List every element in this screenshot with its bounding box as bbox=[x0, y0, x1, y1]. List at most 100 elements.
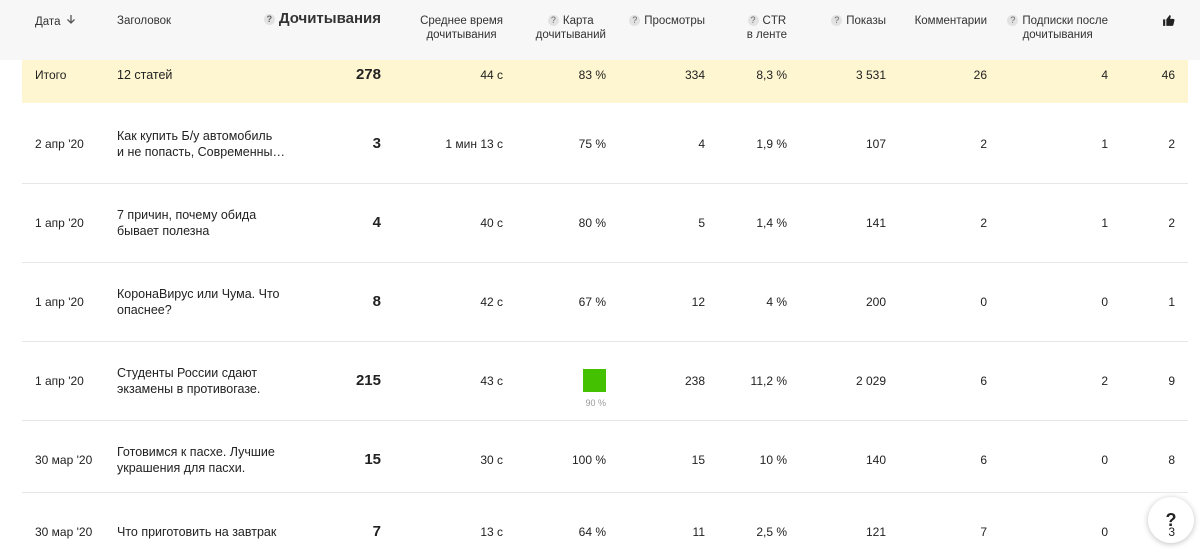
cell-text: 30 мар '20 bbox=[35, 525, 93, 539]
cell-text: 215 bbox=[355, 372, 381, 389]
map-value: 90 % bbox=[585, 395, 606, 411]
title-line: бывает полезна bbox=[117, 224, 210, 238]
column-header[interactable]: ? Дочитывания bbox=[263, 10, 381, 27]
help-icon: ? bbox=[629, 15, 641, 26]
header-text: Показы bbox=[846, 15, 886, 27]
header-text: Карта bbox=[562, 15, 594, 27]
value-cell: 1 bbox=[1101, 136, 1108, 152]
header-text: Заголовок bbox=[117, 15, 172, 27]
column-header[interactable]: Дата bbox=[35, 14, 76, 29]
cell-text: 3 bbox=[1168, 525, 1175, 539]
cell-text: 10 % bbox=[759, 453, 787, 467]
header-text: Комментарии bbox=[914, 15, 987, 27]
date-cell: 2 апр '20 bbox=[35, 136, 84, 152]
value-cell: 9 bbox=[1168, 373, 1175, 389]
cell-text: 238 bbox=[684, 374, 705, 388]
cell-text: 8,3 % bbox=[756, 68, 787, 82]
value-cell: 3 bbox=[373, 134, 381, 154]
header-line: ? Показы bbox=[831, 14, 886, 28]
value-cell: 4 bbox=[1101, 67, 1108, 83]
cell-text: 2 029 bbox=[855, 374, 886, 388]
help-icon: ? bbox=[831, 15, 843, 26]
value-cell: 3 bbox=[1168, 524, 1175, 540]
header-line: Комментарии bbox=[915, 14, 987, 28]
cell-text: 80 % bbox=[578, 216, 606, 230]
cell-text: 42 с bbox=[480, 295, 503, 309]
header-text: Подписки после bbox=[1022, 15, 1108, 27]
value-cell: 4 % bbox=[766, 294, 787, 310]
title-cell[interactable]: Как купить Б/у автомобиль и не попасть, С… bbox=[117, 128, 285, 160]
value-cell: 100 % bbox=[572, 452, 606, 468]
header-line: ? Подписки после bbox=[1007, 14, 1108, 28]
cell-text: 90 % bbox=[585, 398, 606, 408]
column-header[interactable]: ? CTR в ленте bbox=[747, 14, 787, 42]
cell-text: 140 bbox=[865, 453, 886, 467]
title-line: КоронаВирус или Чума. Что bbox=[117, 287, 280, 301]
date-cell: 1 апр '20 bbox=[35, 373, 84, 389]
header-line: в ленте bbox=[747, 28, 787, 42]
cell-text: 2 bbox=[1168, 216, 1175, 230]
value-cell: 1 bbox=[1101, 215, 1108, 231]
cell-text: 40 с bbox=[480, 216, 503, 230]
cell-text: 8 bbox=[1168, 453, 1175, 467]
cell-text: 2 bbox=[1101, 374, 1108, 388]
value-cell: 2 bbox=[1101, 373, 1108, 389]
title-cell[interactable]: 7 причин, почему обида бывает полезна bbox=[117, 207, 256, 239]
title-line: экзамены в противогазе. bbox=[117, 382, 261, 396]
value-cell: 4 bbox=[698, 136, 705, 152]
cell-text: 6 bbox=[980, 453, 987, 467]
cell-text: 1,4 % bbox=[756, 216, 787, 230]
like-icon bbox=[1163, 15, 1175, 26]
value-cell: 15 bbox=[364, 450, 381, 470]
row-separator bbox=[22, 492, 1188, 493]
value-cell: 0 bbox=[1101, 294, 1108, 310]
header-line: дочитываний bbox=[536, 28, 606, 42]
value-cell: 80 % bbox=[579, 215, 606, 231]
value-cell: 11 bbox=[693, 524, 705, 540]
value-cell: 6 bbox=[980, 373, 987, 389]
cell-text: 11 bbox=[692, 525, 705, 539]
value-cell: 140 bbox=[866, 452, 886, 468]
title-line: Что приготовить на завтрак bbox=[117, 525, 277, 539]
column-header[interactable]: ? Показы bbox=[831, 14, 886, 28]
column-header[interactable]: ? Просмотры bbox=[629, 14, 705, 28]
title-line: 7 причин, почему обида bbox=[117, 208, 257, 222]
value-cell: 278 bbox=[356, 65, 381, 85]
title-cell[interactable]: Готовимся к пасхе. Лучшие украшения для п… bbox=[117, 444, 275, 476]
value-cell: 121 bbox=[866, 524, 886, 540]
cell-text: 3 bbox=[372, 135, 381, 152]
value-cell: 75 % bbox=[579, 136, 606, 152]
header-line: Заголовок bbox=[117, 14, 171, 28]
table-header bbox=[0, 0, 1200, 60]
value-cell: 0 bbox=[1101, 524, 1108, 540]
help-button[interactable]: ? bbox=[1148, 497, 1194, 543]
value-cell: 215 bbox=[356, 371, 381, 391]
header-text: Дочитывания bbox=[278, 10, 381, 27]
value-cell: 141 bbox=[866, 215, 886, 231]
column-header[interactable]: Заголовок bbox=[117, 14, 171, 28]
column-header[interactable] bbox=[1162, 14, 1175, 31]
cell-text: 5 bbox=[698, 216, 705, 230]
column-header[interactable]: ? Подписки после дочитывания bbox=[1007, 14, 1108, 42]
cell-text: 15 bbox=[691, 453, 705, 467]
title-cell[interactable]: Что приготовить на завтрак bbox=[117, 524, 276, 540]
value-cell: 5 bbox=[698, 215, 705, 231]
help-icon: ? bbox=[1007, 15, 1019, 26]
column-header[interactable]: Среднее время дочитывания bbox=[420, 14, 503, 42]
cell-text: 15 bbox=[364, 451, 381, 468]
cell-text: 75 % bbox=[578, 137, 606, 151]
column-header[interactable]: Комментарии bbox=[915, 14, 987, 28]
value-cell: 2,5 % bbox=[756, 524, 787, 540]
cell-text: 2 bbox=[980, 216, 987, 230]
cell-text: 26 bbox=[973, 68, 987, 82]
cell-text: 4 bbox=[698, 137, 705, 151]
title-line: 12 статей bbox=[117, 68, 173, 82]
title-cell: 12 статей bbox=[117, 67, 172, 83]
cell-text: 30 с bbox=[480, 453, 503, 467]
title-cell[interactable]: КоронаВирус или Чума. Что опаснее? bbox=[117, 286, 280, 318]
title-cell[interactable]: Студенты России сдают экзамены в противог… bbox=[117, 365, 260, 397]
value-cell: 13 с bbox=[480, 524, 503, 540]
column-header[interactable]: ? Карта дочитываний bbox=[536, 14, 606, 42]
total-row bbox=[22, 60, 1188, 103]
